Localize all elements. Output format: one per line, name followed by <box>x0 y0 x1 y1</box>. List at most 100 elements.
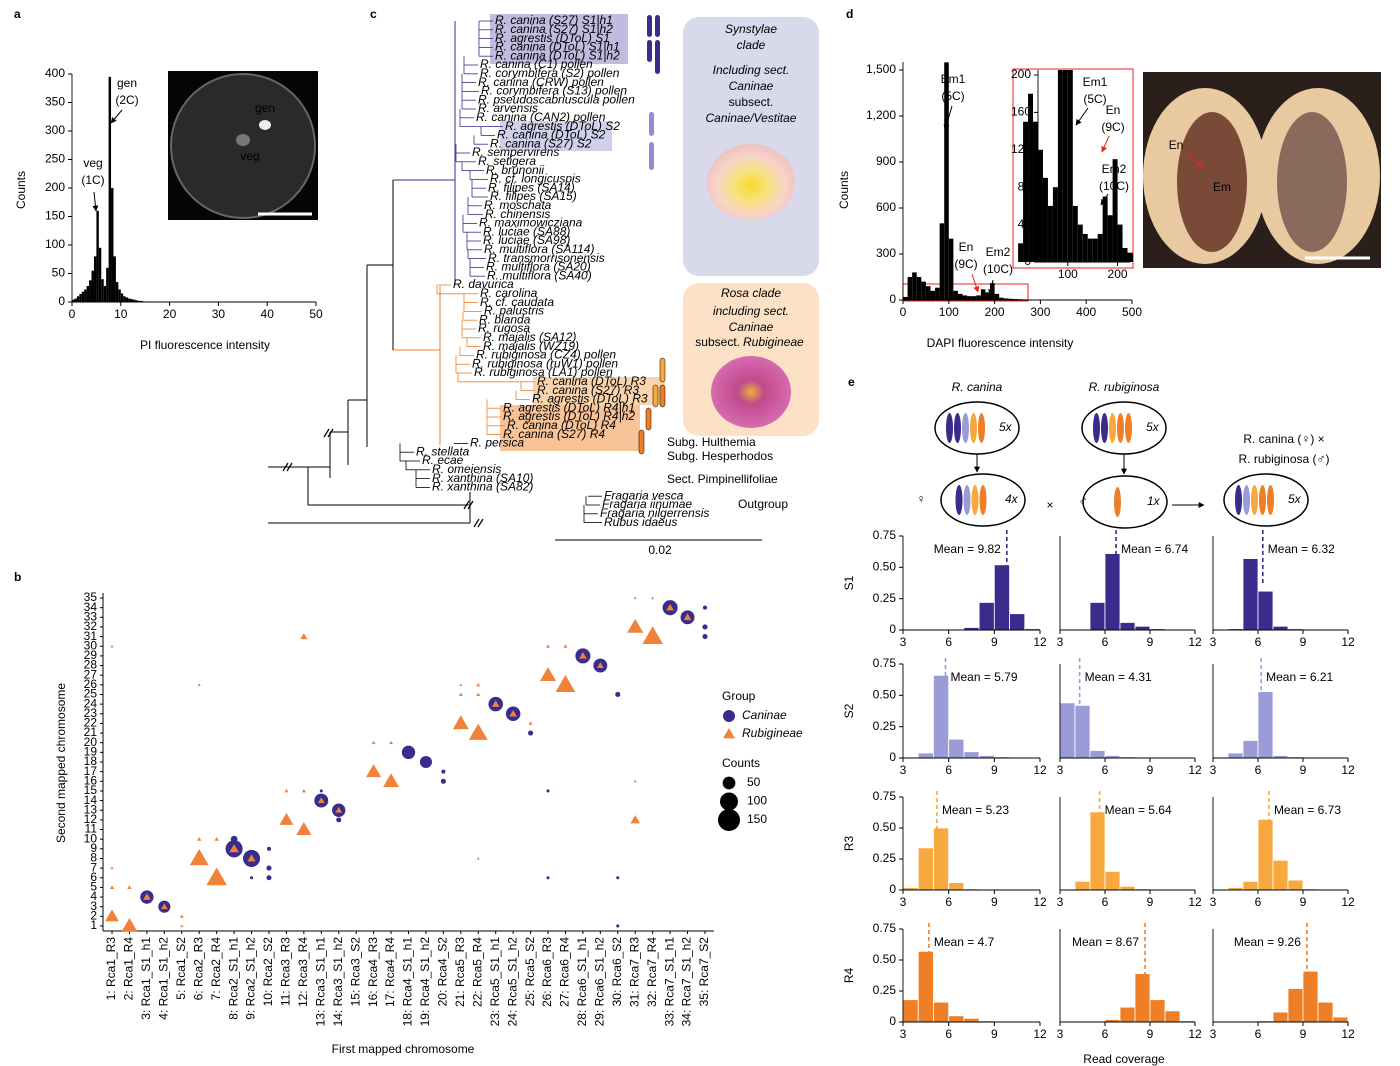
ploidy-label: 5x <box>999 420 1013 434</box>
x-tick-label: 17: Rca4_R4 <box>383 937 397 1007</box>
histogram-bar <box>81 291 85 302</box>
x-tick-label: 15: Rca3_S2 <box>348 937 362 1007</box>
histogram <box>902 827 980 891</box>
leaf-label: R. canina (S27) R4 <box>503 427 605 441</box>
annotation: En <box>959 240 974 254</box>
histogram-bar <box>1082 233 1088 262</box>
x-tick-label: 34: Rca7_S1_h2 <box>680 937 694 1027</box>
leaf-label: R. persica <box>470 436 524 450</box>
y-tick-label: 25 <box>84 687 98 701</box>
leaf-label: Fragaria vesca <box>604 488 684 502</box>
histogram-bar <box>903 296 908 300</box>
y-tick-label: 24 <box>84 696 98 710</box>
data-point <box>563 644 568 648</box>
chromosome <box>1125 413 1132 443</box>
y-tick-label: 1,200 <box>866 108 896 122</box>
x-tick-label: 12 <box>1341 895 1355 909</box>
x-tick-label: 12 <box>1188 635 1202 649</box>
y-tick-label: 160 <box>1011 105 1031 119</box>
data-point <box>206 867 227 886</box>
x-tick-label: 6 <box>945 1027 952 1041</box>
histogram-bar <box>1302 970 1319 1023</box>
data-point <box>317 797 325 804</box>
mean-label: Mean = 9.26 <box>1234 935 1301 949</box>
x-tick-label: 12 <box>1033 895 1047 909</box>
data-point <box>458 692 463 696</box>
data-point <box>335 806 343 813</box>
x-tick-label: 9 <box>991 895 998 909</box>
histogram-bar <box>1028 93 1034 262</box>
legend-label: Caninae <box>742 708 787 722</box>
x-tick-label: 10 <box>114 307 128 321</box>
data-point <box>616 924 620 928</box>
x-tick-label: 3: Rca1_S1_h1 <box>139 937 153 1020</box>
histogram <box>1074 811 1151 891</box>
histogram-bar <box>1062 70 1068 262</box>
histogram-bar <box>137 300 141 302</box>
histogram-bar <box>84 289 87 302</box>
data-point <box>723 710 735 722</box>
data-point <box>633 596 637 600</box>
histogram-bar <box>933 827 950 891</box>
y-tick-label: 10 <box>84 831 98 845</box>
column-header: R. canina <box>952 380 1003 394</box>
ploidy-label: 1x <box>1147 494 1161 508</box>
y-tick-label: 30 <box>84 638 98 652</box>
row-label: S2 <box>842 703 856 718</box>
x-tick-label: 12: Rca3_R4 <box>296 937 310 1007</box>
x-tick-label: 12 <box>1188 763 1202 777</box>
y-tick-label: 1 <box>90 918 97 932</box>
clade-label: clade <box>737 38 766 52</box>
histogram-bar <box>994 293 1000 300</box>
leaf-label: R. agrestis (DToL) S2 <box>505 119 620 133</box>
histogram-bar <box>917 950 934 1023</box>
histogram-bar <box>1033 121 1038 262</box>
x-tick-label: 6 <box>945 763 952 777</box>
data-point <box>249 876 254 880</box>
chromosome <box>978 413 985 443</box>
leaf-label: R. luciae (SA88) <box>483 224 570 238</box>
leaf-label: R. carolina <box>480 286 538 300</box>
column-header: R. rubiginosa <box>1089 380 1160 394</box>
data-point <box>616 876 620 880</box>
histogram-bar <box>72 299 75 302</box>
histogram-bar <box>907 277 913 300</box>
leaf-label: R. corymbifera (S13) pollen <box>481 84 627 98</box>
histogram-bar <box>1272 625 1289 631</box>
histogram-bar <box>1102 196 1108 262</box>
y-tick-label: 250 <box>45 152 65 166</box>
data-point <box>143 893 151 900</box>
tree-backbone <box>268 21 762 541</box>
leaf-label: R. canina (DToL) S1|h2 <box>495 48 620 62</box>
histogram-bar <box>101 279 104 302</box>
annotation: veg <box>83 156 102 170</box>
flower-photo <box>707 144 795 220</box>
histogram-bar <box>1074 880 1091 891</box>
leaf-label: R. agrestis (DToL) R4|h1 <box>503 400 635 414</box>
y-tick-label: 14 <box>84 793 98 807</box>
histogram-bar <box>133 299 136 302</box>
data-point <box>266 875 272 881</box>
ploidy-label: 5x <box>1146 420 1160 434</box>
leaf-label: R. canina (S27) S1|h2 <box>495 22 613 36</box>
chromosome <box>979 485 987 515</box>
data-point <box>296 821 312 835</box>
chromosome <box>971 485 979 515</box>
clade-note: Sect. Pimpinellifoliae <box>667 472 778 486</box>
highlight <box>500 405 640 451</box>
leaf-label: R. maximowicziana <box>479 216 583 230</box>
histogram-bar <box>113 256 116 302</box>
clade-label: including sect. <box>713 304 789 318</box>
y-tick-label: 32 <box>84 619 98 633</box>
histogram-bar <box>933 674 950 759</box>
y-tick-label: 5 <box>90 880 97 894</box>
x-tick-label: 6 <box>1102 1027 1109 1041</box>
data-point <box>229 844 239 853</box>
annotation: (5C) <box>1083 92 1106 106</box>
histogram-bar <box>980 289 986 300</box>
leaf-label: R. canina (CAN2) pollen <box>476 110 606 124</box>
arrow <box>1075 107 1089 126</box>
data-point <box>509 709 517 717</box>
chromosome <box>1114 487 1121 517</box>
x-tick-label: 27: Rca6_R4 <box>558 937 572 1007</box>
